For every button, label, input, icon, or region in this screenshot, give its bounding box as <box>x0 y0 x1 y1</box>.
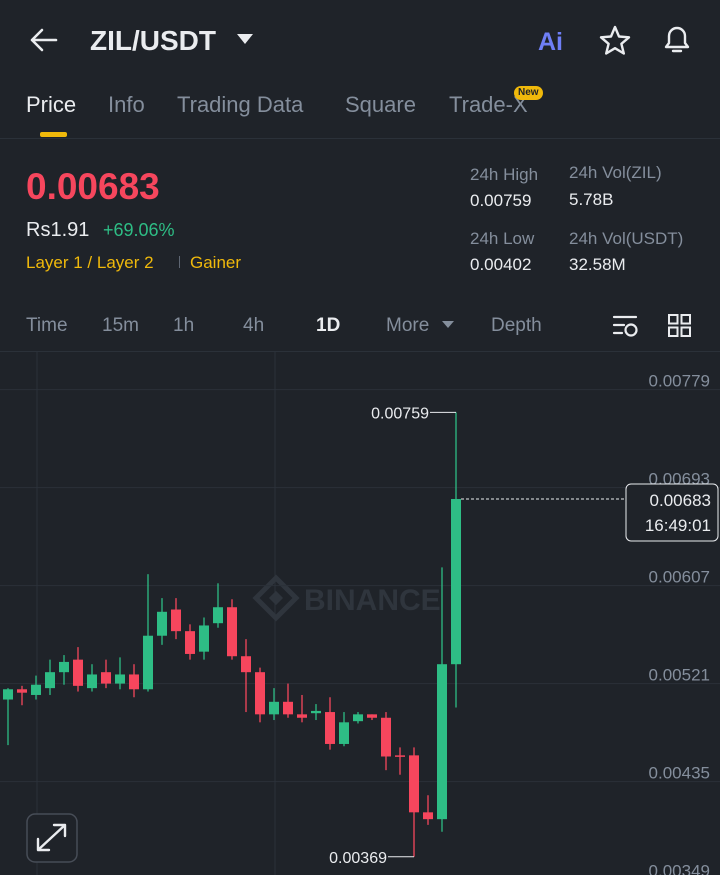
watermark-logo <box>252 574 300 622</box>
ai-button[interactable]: Ai <box>538 28 563 56</box>
interval-more[interactable]: More <box>386 315 430 336</box>
interval[interactable]: 1h <box>173 315 195 336</box>
y-tick-label: 0.00521 <box>649 666 710 685</box>
candle-body <box>227 607 237 657</box>
tab[interactable]: Square <box>345 92 416 117</box>
candle-body <box>381 717 391 757</box>
candle-body <box>115 674 125 684</box>
candle-body <box>353 714 363 722</box>
candle-body <box>101 672 111 684</box>
candle-body <box>241 656 251 673</box>
pair-title[interactable]: ZIL/USDT <box>90 25 216 56</box>
more-caret <box>442 321 454 328</box>
layout-button[interactable] <box>667 313 693 339</box>
divider <box>0 138 720 139</box>
tag[interactable]: Layer 1 / Layer 2 <box>26 253 154 272</box>
candle-body <box>367 714 377 718</box>
back-button[interactable] <box>28 26 60 54</box>
candle-body <box>339 722 349 744</box>
candle-body <box>157 611 167 636</box>
candle-body <box>423 812 433 820</box>
tab[interactable]: Info <box>108 92 145 117</box>
candle-body <box>395 755 405 757</box>
divider <box>0 351 720 352</box>
stat-label: 24h Vol(USDT) <box>569 229 684 248</box>
interval-active[interactable]: 1D <box>316 315 341 336</box>
low-annotation: 0.00369 <box>329 850 387 867</box>
stat-label: 24h High <box>470 165 539 184</box>
last-price: 0.00683 <box>26 166 160 207</box>
interval[interactable]: 15m <box>102 315 139 336</box>
price-box <box>625 483 719 542</box>
candle-body <box>437 664 447 820</box>
depth-tab[interactable]: Depth <box>491 315 542 336</box>
pair-dropdown[interactable] <box>236 33 254 45</box>
price-label: 0.00683 <box>650 491 711 510</box>
candle-body <box>73 659 83 686</box>
alert-button[interactable] <box>660 22 694 56</box>
interval[interactable]: 4h <box>243 315 265 336</box>
new-badge: New <box>514 86 543 100</box>
candle-body <box>31 684 41 695</box>
candle-body <box>311 710 321 714</box>
candle-body <box>297 714 307 718</box>
countdown-label: 16:49:01 <box>645 516 711 535</box>
candle-body <box>143 635 153 690</box>
y-tick-label: 0.00779 <box>649 372 710 391</box>
candle-body <box>269 701 279 715</box>
stat-label: 24h Low <box>470 229 535 248</box>
watermark: BINANCE <box>304 584 441 617</box>
indicator-button[interactable] <box>612 313 640 339</box>
tag-separator <box>179 256 180 268</box>
candle-body <box>451 498 461 665</box>
candle-body <box>3 689 13 700</box>
candle-body <box>325 712 335 744</box>
tag[interactable]: Gainer <box>190 253 242 272</box>
stat-value: 5.78B <box>569 190 614 209</box>
y-tick-label: 0.00349 <box>649 862 710 875</box>
candle-body <box>17 689 27 693</box>
tab[interactable]: Trading Data <box>177 92 304 117</box>
stat-value: 32.58M <box>569 255 626 274</box>
high-annotation: 0.00759 <box>371 405 429 422</box>
tab-active[interactable]: Price <box>26 92 77 117</box>
candle-body <box>255 672 265 715</box>
y-tick-label: 0.00607 <box>649 568 710 587</box>
fiat-price: Rs1.91 <box>26 219 90 241</box>
candle-body <box>213 607 223 624</box>
candle-body <box>129 674 139 690</box>
tab[interactable]: Trade-X <box>449 92 528 117</box>
candle-body <box>409 755 419 813</box>
interval[interactable]: Time <box>26 315 68 336</box>
candle-body <box>59 661 69 673</box>
candlestick-chart: BINANCE 0.007790.006930.006070.005210.00… <box>0 352 720 875</box>
stat-value: 0.00759 <box>470 191 532 210</box>
candle-body <box>87 674 97 689</box>
tab-indicator <box>40 132 67 137</box>
price-change: +69.06% <box>103 220 175 240</box>
y-tick-label: 0.00435 <box>649 764 710 783</box>
candle-body <box>171 609 181 632</box>
favorite-button[interactable] <box>598 24 632 56</box>
candle-body <box>185 631 195 654</box>
fullscreen-button[interactable] <box>26 813 78 863</box>
candle-body <box>283 701 293 715</box>
stat-label: 24h Vol(ZIL) <box>569 163 662 182</box>
candle-body <box>199 625 209 652</box>
stat-value: 0.00402 <box>470 255 532 274</box>
candle-body <box>45 672 55 689</box>
